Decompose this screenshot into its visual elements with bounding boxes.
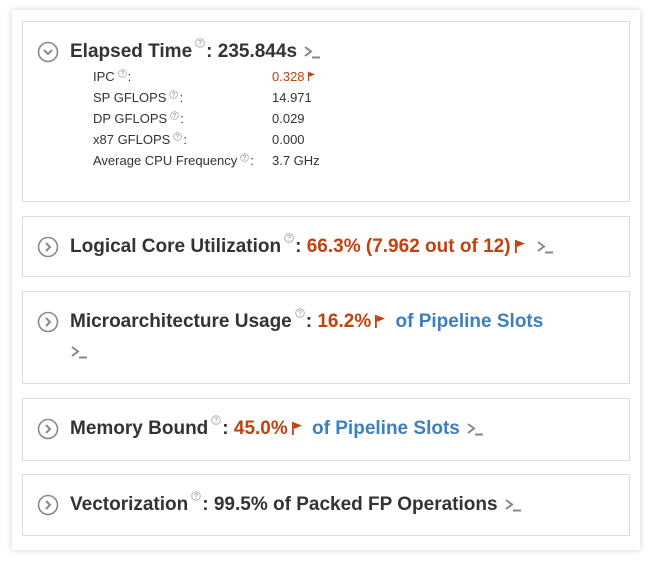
expand-toggle[interactable]: [37, 494, 59, 516]
terminal-icon[interactable]: [504, 498, 522, 512]
section-value: 66.3% (7.962 out of 12): [306, 236, 511, 257]
separator: :: [179, 90, 184, 105]
collapse-toggle[interactable]: [37, 41, 59, 63]
metric-label: SP GFLOPS: [93, 90, 167, 105]
section-panel: Microarchitecture Usage: 16.2% of Pipeli…: [22, 291, 630, 384]
separator: :: [295, 236, 302, 257]
section-value: 45.0%: [233, 418, 288, 439]
flag-icon: [291, 421, 303, 435]
section-label: Memory Bound: [70, 418, 209, 439]
expand-toggle[interactable]: [37, 418, 59, 440]
separator: :: [250, 153, 254, 168]
metric-row: Average CPU Frequency: 3.7 GHz: [93, 153, 320, 169]
section-panel: Vectorization: 99.5% of Packed FP Operat…: [22, 474, 630, 536]
section-suffix: of Pipeline Slots: [312, 418, 460, 439]
section-header: Microarchitecture Usage: 16.2% of Pipeli…: [70, 307, 605, 367]
metric-value: 3.7 GHz: [272, 153, 320, 168]
terminal-icon[interactable]: [70, 345, 88, 359]
separator: :: [127, 69, 132, 84]
help-icon[interactable]: [191, 491, 201, 501]
separator: :: [183, 132, 187, 147]
section-header: Vectorization: 99.5% of Packed FP Operat…: [70, 490, 605, 520]
metric-row: DP GFLOPS: 0.029: [93, 111, 305, 127]
metric-row: SP GFLOPS: 14.971: [93, 90, 312, 106]
section-panel: Logical Core Utilization: 66.3% (7.962 o…: [22, 216, 630, 277]
help-icon[interactable]: [211, 415, 221, 425]
metric-value: 0.000: [272, 132, 305, 147]
section-value: 99.5% of Packed FP Operations: [213, 494, 498, 515]
separator: :: [206, 41, 213, 62]
metric-label: x87 GFLOPS: [93, 132, 171, 147]
expand-toggle[interactable]: [37, 311, 59, 333]
metric-label: DP GFLOPS: [93, 111, 168, 126]
metric-value: 0.029: [272, 111, 305, 126]
help-icon[interactable]: [169, 90, 178, 99]
terminal-icon[interactable]: [466, 422, 484, 436]
separator: :: [202, 494, 209, 515]
metric-row: IPC:0.328: [93, 69, 131, 85]
expand-toggle[interactable]: [37, 236, 59, 258]
section-panel: Elapsed Time: 235.844s IPC:0.328 SP GFLO…: [22, 21, 630, 202]
metric-value-text: 0.328: [272, 69, 305, 84]
section-label: Vectorization: [70, 494, 189, 515]
help-icon[interactable]: [295, 308, 305, 318]
section-value: 16.2%: [317, 311, 372, 332]
section-header: Elapsed Time: 235.844s: [70, 37, 605, 67]
metric-row: x87 GFLOPS: 0.000: [93, 132, 305, 148]
separator: :: [180, 111, 184, 126]
terminal-icon[interactable]: [536, 240, 554, 254]
section-suffix: of Pipeline Slots: [395, 311, 544, 332]
metric-value: 0.328: [272, 69, 316, 85]
section-header: Logical Core Utilization: 66.3% (7.962 o…: [70, 232, 605, 262]
help-icon[interactable]: [170, 111, 179, 120]
help-icon[interactable]: [173, 132, 182, 141]
metric-value: 14.971: [272, 90, 312, 105]
flag-icon: [514, 239, 526, 253]
metric-label: IPC: [93, 69, 115, 84]
flag-icon: [307, 71, 316, 81]
help-icon[interactable]: [284, 233, 294, 243]
help-icon[interactable]: [118, 69, 127, 78]
terminal-icon[interactable]: [303, 45, 321, 59]
section-header: Memory Bound: 45.0% of Pipeline Slots: [70, 414, 605, 444]
help-icon[interactable]: [240, 153, 249, 162]
section-panel: Memory Bound: 45.0% of Pipeline Slots: [22, 398, 630, 461]
separator: :: [222, 418, 229, 439]
section-label: Logical Core Utilization: [70, 236, 282, 257]
section-label: Elapsed Time: [70, 41, 193, 62]
metric-label: Average CPU Frequency: [93, 153, 238, 168]
flag-icon: [374, 314, 386, 328]
separator: :: [305, 311, 313, 332]
help-icon[interactable]: [195, 38, 205, 48]
section-label: Microarchitecture Usage: [70, 311, 292, 332]
section-value: 235.844s: [217, 41, 298, 62]
